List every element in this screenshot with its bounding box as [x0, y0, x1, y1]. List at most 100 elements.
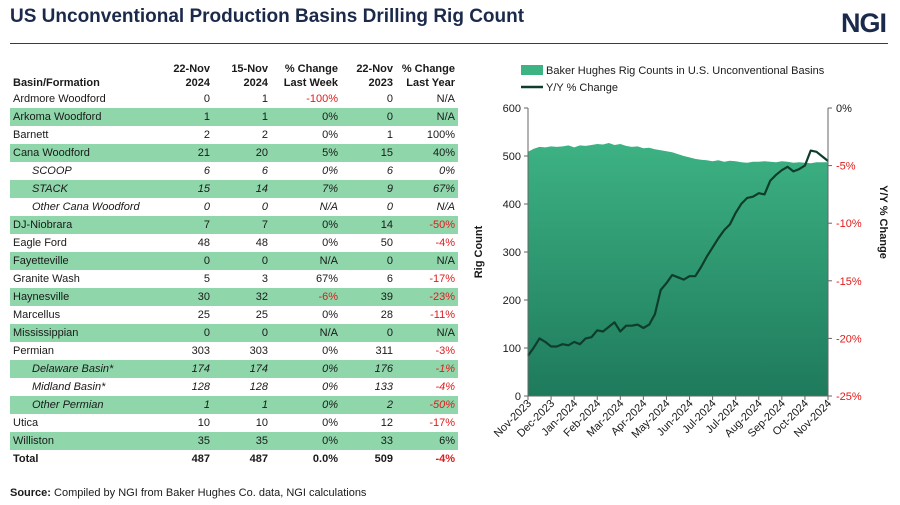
cell-current-week: 30	[158, 288, 213, 306]
cell-current-week: 25	[197, 309, 210, 321]
cell-basin: Arkoma Woodford	[10, 108, 158, 126]
cell-prior-week: 6	[261, 165, 268, 177]
y2-tick-label: 0%	[836, 103, 852, 115]
y-tick-label: 0	[515, 391, 521, 403]
cell-change-week: -6%	[271, 288, 341, 306]
y-tick-label: 600	[503, 103, 521, 115]
cell-basin: STACK	[10, 180, 158, 198]
col-header-change-week: % Change Last Week	[283, 63, 338, 89]
cell-prior-week: 32	[213, 288, 271, 306]
cell-basin: Eagle Ford	[13, 237, 67, 249]
table-row: Ardmore Woodford 0 1 -100% 0 N/A	[10, 90, 458, 108]
cell-change-week: 0%	[322, 345, 338, 357]
y2-tick-label: -20%	[836, 333, 862, 345]
cell-change-week: 0%	[271, 216, 341, 234]
cell-prior-week: 303	[249, 345, 268, 357]
y2-tick-label: -15%	[836, 276, 862, 288]
y2-tick-label: -10%	[836, 218, 862, 230]
cell-basin: SCOOP	[32, 165, 72, 177]
cell-current-week: 10	[197, 417, 210, 429]
table-row: STACK 15 14 7% 9 67%	[10, 180, 458, 198]
table-row: Other Cana Woodford 0 0 N/A 0 N/A	[10, 198, 458, 216]
legend-line-label: Y/Y % Change	[546, 82, 618, 94]
table-row: Haynesville 30 32 -6% 39 -23%	[10, 288, 458, 306]
cell-current-week: 0	[158, 324, 213, 342]
cell-change-year: -3%	[435, 345, 455, 357]
cell-change-year: -4%	[435, 237, 455, 249]
cell-prior-week: 25	[255, 309, 268, 321]
table-row: Eagle Ford 48 48 0% 50 -4%	[10, 234, 458, 252]
cell-basin: Delaware Basin*	[10, 360, 158, 378]
cell-change-week: N/A	[271, 252, 341, 270]
y2-tick-label: -25%	[836, 391, 862, 403]
y-tick-label: 300	[503, 247, 521, 259]
cell-current-week: 7	[158, 216, 213, 234]
cell-prior-year: 133	[374, 381, 393, 393]
table-body: Ardmore Woodford 0 1 -100% 0 N/A Arkoma Woodfo…	[10, 90, 458, 468]
table-row: Permian 303 303 0% 311 -3%	[10, 342, 458, 360]
cell-prior-year: 0	[386, 201, 393, 213]
cell-prior-year: 2	[341, 396, 396, 414]
cell-basin: Ardmore Woodford	[13, 93, 106, 105]
table-row: DJ-Niobrara 7 7 0% 14 -50%	[10, 216, 458, 234]
table-row: Other Permian 1 1 0% 2 -50%	[10, 396, 458, 414]
col-header-basin: Basin/Formation	[13, 77, 100, 89]
cell-change-year: N/A	[396, 108, 458, 126]
cell-basin: Total	[13, 453, 39, 465]
cell-change-year: -4%	[435, 453, 455, 465]
cell-basin: Haynesville	[10, 288, 158, 306]
cell-prior-year: 50	[380, 237, 393, 249]
cell-current-week: 0	[203, 93, 210, 105]
y-tick-label: 100	[503, 343, 521, 355]
cell-prior-year: 39	[341, 288, 396, 306]
cell-prior-year: 33	[341, 432, 396, 450]
table-row: Delaware Basin* 174 174 0% 176 -1%	[10, 360, 458, 378]
cell-prior-year: 28	[380, 309, 393, 321]
source-note: Source: Compiled by NGI from Baker Hughe…	[10, 487, 367, 499]
y-tick-label: 200	[503, 295, 521, 307]
cell-change-week: 0%	[271, 108, 341, 126]
cell-change-year: 6%	[396, 432, 458, 450]
title-divider	[10, 43, 888, 44]
cell-prior-week: 1	[213, 396, 271, 414]
cell-change-week: 0%	[271, 360, 341, 378]
yoy-change-line	[527, 149, 829, 357]
cell-change-year: 0%	[439, 165, 455, 177]
cell-basin: Utica	[13, 417, 39, 429]
cell-change-week: 0%	[271, 396, 341, 414]
cell-change-year: 67%	[396, 180, 458, 198]
table-header-row: Basin/Formation 22-Nov 2024 15-Nov 2024 % …	[10, 58, 458, 90]
cell-prior-year: 1	[386, 129, 393, 141]
table-row: Granite Wash 5 3 67% 6 -17%	[10, 270, 458, 288]
cell-basin: Midland Basin*	[32, 381, 106, 393]
cell-change-week: 0%	[322, 417, 338, 429]
table-row: Marcellus 25 25 0% 28 -11%	[10, 306, 458, 324]
cell-change-year: -17%	[429, 417, 455, 429]
cell-current-week: 35	[158, 432, 213, 450]
cell-change-week: 0%	[322, 237, 338, 249]
cell-change-year: -50%	[396, 216, 458, 234]
cell-prior-week: 0	[213, 252, 271, 270]
cell-change-year: N/A	[436, 201, 455, 213]
cell-change-week: 0%	[322, 381, 338, 393]
table-row: Fayetteville 0 0 N/A 0 N/A	[10, 252, 458, 270]
rig-count-area	[528, 143, 828, 396]
cell-current-week: 21	[158, 144, 213, 162]
cell-prior-year: 6	[386, 165, 393, 177]
cell-prior-year: 176	[341, 360, 396, 378]
cell-current-week: 128	[191, 381, 210, 393]
cell-change-year: 100%	[426, 129, 455, 141]
cell-basin: Williston	[10, 432, 158, 450]
cell-basin: Barnett	[13, 129, 49, 141]
cell-prior-year: 509	[374, 453, 393, 465]
cell-change-week: 0%	[322, 129, 338, 141]
cell-prior-week: 20	[213, 144, 271, 162]
cell-change-year: N/A	[396, 324, 458, 342]
cell-current-week: 0	[158, 252, 213, 270]
cell-current-week: 48	[197, 237, 210, 249]
cell-prior-year: 9	[341, 180, 396, 198]
table-row: Williston 35 35 0% 33 6%	[10, 432, 458, 450]
cell-current-week: 303	[191, 345, 210, 357]
cell-change-year: -1%	[396, 360, 458, 378]
cell-prior-year: 0	[386, 93, 393, 105]
